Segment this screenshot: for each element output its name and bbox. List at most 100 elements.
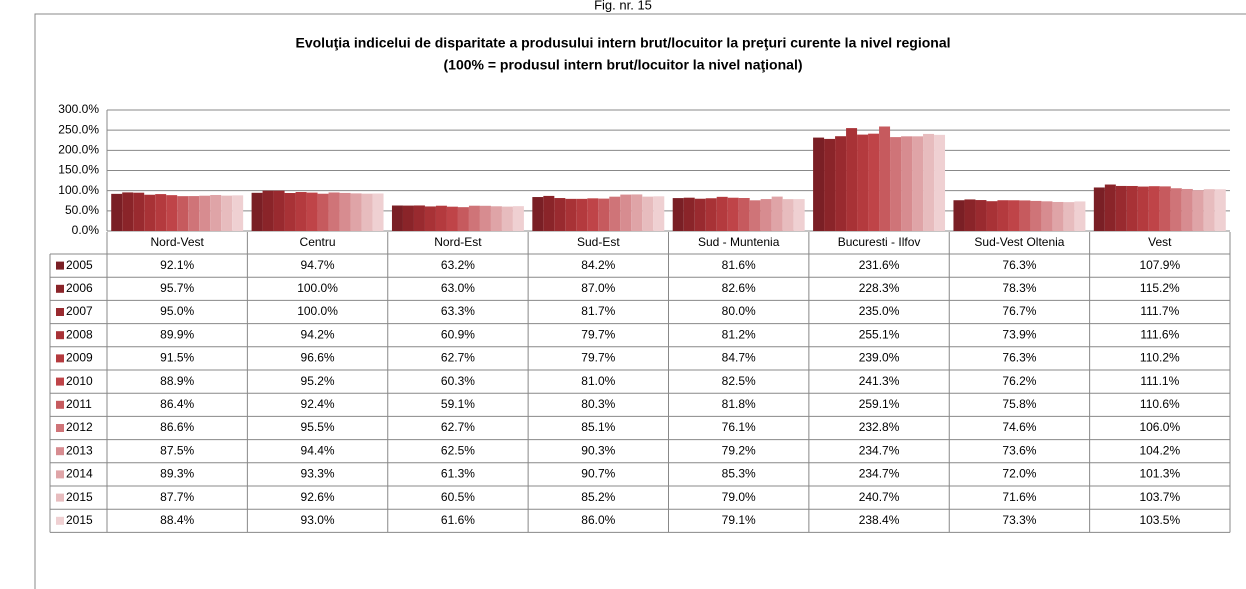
y-tick-label: 250.0% [58, 122, 99, 136]
x-tick-label: Sud-Est [577, 235, 620, 249]
data-label: 95.0% [160, 304, 194, 318]
data-label: 110.6% [1140, 397, 1180, 411]
bar [683, 197, 695, 231]
legend-label: 2015 [66, 513, 93, 527]
data-label: 63.3% [441, 304, 475, 318]
data-label: 91.5% [160, 351, 194, 365]
bar [166, 195, 178, 231]
data-label: 60.9% [441, 327, 475, 341]
legend-label: 2012 [66, 420, 93, 434]
x-tick-label: Sud - Muntenia [698, 235, 780, 249]
bar [868, 133, 880, 231]
data-label: 101.3% [1139, 467, 1180, 481]
chart-frame [34, 13, 1246, 589]
bar [328, 192, 340, 231]
bar [306, 192, 318, 231]
data-label: 87.7% [160, 490, 194, 504]
bar [631, 194, 643, 231]
legend-label: 2008 [66, 327, 93, 341]
x-tick-label: Nord-Vest [151, 235, 205, 249]
data-label: 111.7% [1140, 304, 1179, 318]
data-label: 84.7% [722, 351, 756, 365]
bar [446, 206, 458, 231]
bar [760, 199, 772, 231]
data-label: 71.6% [1002, 490, 1036, 504]
data-label: 87.5% [160, 443, 194, 457]
data-label: 239.0% [859, 351, 900, 365]
data-label: 92.6% [301, 490, 335, 504]
data-label: 93.0% [301, 513, 335, 527]
bar [565, 198, 577, 231]
data-label: 82.6% [722, 281, 756, 295]
bar [934, 134, 946, 231]
bar [372, 193, 384, 231]
bar [576, 198, 588, 231]
bar [133, 192, 145, 231]
bar [1041, 201, 1053, 231]
data-label: 103.7% [1139, 490, 1180, 504]
data-label: 63.0% [441, 281, 475, 295]
data-label: 115.2% [1140, 281, 1180, 295]
data-label: 107.9% [1139, 258, 1180, 272]
bar [543, 195, 555, 231]
bar [771, 196, 783, 231]
legend-swatch [56, 400, 64, 409]
bar [1126, 185, 1138, 231]
data-label: 92.1% [160, 258, 194, 272]
y-tick-label: 50.0% [65, 203, 99, 217]
data-label: 232.8% [859, 420, 900, 434]
bar [199, 195, 211, 231]
legend-label: 2009 [66, 351, 93, 365]
data-label: 73.6% [1002, 443, 1036, 457]
data-label: 95.2% [301, 374, 335, 388]
bar [975, 200, 987, 231]
legend-label: 2007 [66, 304, 93, 318]
bar [221, 195, 233, 231]
bar [705, 198, 717, 231]
data-label: 111.6% [1140, 327, 1179, 341]
bar [749, 200, 761, 231]
data-label: 100.0% [297, 304, 338, 318]
data-label: 79.2% [722, 443, 756, 457]
legend-swatch [56, 284, 64, 293]
data-label: 76.1% [722, 420, 756, 434]
bar [284, 193, 296, 231]
bar [532, 197, 544, 231]
bar [672, 198, 684, 231]
data-label: 100.0% [297, 281, 338, 295]
bar [273, 190, 285, 231]
data-label: 78.3% [1002, 281, 1036, 295]
bar [262, 190, 274, 231]
data-label: 79.1% [722, 513, 756, 527]
bar [402, 205, 414, 231]
legend-swatch [56, 308, 64, 316]
data-label: 72.0% [1002, 467, 1036, 481]
data-label: 89.9% [160, 327, 194, 341]
y-tick-label: 0.0% [72, 223, 100, 237]
bar [177, 196, 189, 231]
data-label: 88.9% [160, 374, 194, 388]
bar [391, 205, 403, 231]
data-label: 93.3% [301, 467, 335, 481]
legend-swatch [56, 424, 64, 432]
bar [890, 137, 902, 231]
bar [997, 200, 1009, 231]
data-label: 85.3% [722, 467, 756, 481]
data-label: 111.1% [1140, 374, 1179, 388]
data-label: 73.3% [1002, 513, 1036, 527]
data-label: 94.7% [301, 258, 335, 272]
bar [879, 126, 891, 231]
data-label: 80.3% [581, 397, 615, 411]
legend-label: 2015 [66, 490, 93, 504]
bar [857, 134, 869, 231]
bar [413, 205, 425, 231]
legend-label: 2014 [66, 467, 93, 481]
data-label: 241.3% [859, 374, 900, 388]
data-label: 234.7% [859, 443, 900, 457]
data-label: 61.3% [441, 467, 475, 481]
bar [846, 128, 858, 231]
data-label: 110.2% [1140, 351, 1180, 365]
data-label: 86.6% [160, 420, 194, 434]
bar [501, 206, 513, 231]
data-label: 238.4% [859, 513, 900, 527]
